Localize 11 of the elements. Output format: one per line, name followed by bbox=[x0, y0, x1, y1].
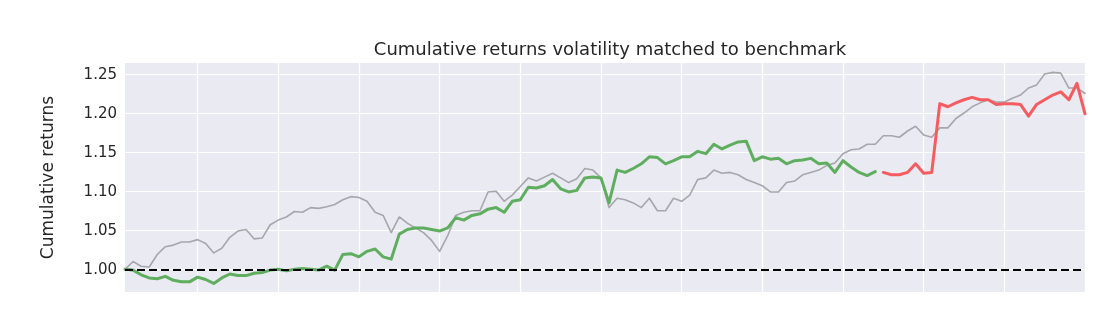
y-axis-title: Cumulative returns bbox=[36, 95, 57, 260]
line-series bbox=[124, 71, 1086, 271]
line-series bbox=[881, 81, 1087, 177]
y-tick-label: 1.00 bbox=[83, 260, 117, 279]
y-tick-label: 1.05 bbox=[83, 221, 117, 240]
chart-title: Cumulative returns volatility matched to benchmark bbox=[373, 37, 847, 59]
y-tick-label: 1.25 bbox=[83, 64, 117, 83]
y-tick-label: 1.15 bbox=[83, 143, 117, 162]
line-series bbox=[123, 139, 877, 285]
y-tick-label: 1.10 bbox=[83, 182, 117, 201]
y-tick-label: 1.20 bbox=[83, 104, 117, 123]
